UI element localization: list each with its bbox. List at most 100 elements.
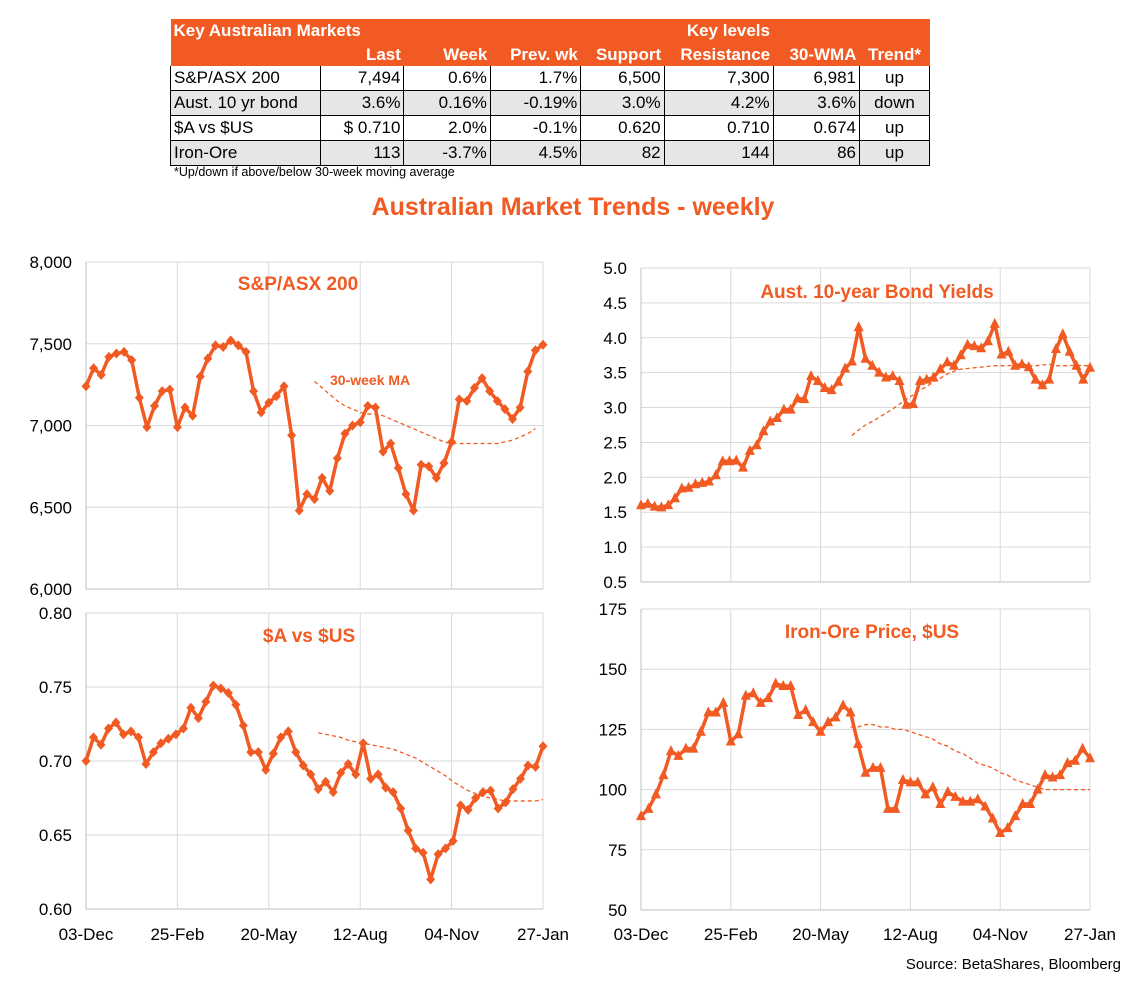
y-tick-label: 7,500 [29,335,72,354]
data-point-triangle [927,781,938,792]
data-point-diamond [88,732,98,743]
data-point-triangle [650,788,661,799]
data-point-diamond [81,756,91,766]
data-point-triangle [1037,379,1048,390]
data-point-diamond [216,683,226,694]
table-header-row-1: Key Australian Markets Key levels [170,19,930,43]
data-point-diamond [321,776,331,787]
data-point-triangle [845,706,856,717]
data-point-triangle [908,398,919,409]
x-tick-label: 25-Feb [150,925,204,944]
data-point-diamond [276,732,286,743]
data-point-diamond [291,747,301,758]
cell: 4.5% [490,140,582,166]
data-point-diamond [279,381,289,392]
moving-average-line [318,732,544,802]
data-point-triangle [942,786,953,797]
data-point-triangle [846,355,857,366]
source-note: Source: BetaShares, Bloomberg [905,956,1121,973]
data-point-triangle [778,403,789,414]
data-point-triangle [962,338,973,349]
data-point-diamond [246,747,256,758]
y-tick-label: 0.65 [39,826,72,845]
y-tick-label: 75 [608,841,627,860]
x-tick-label: 04-Nov [973,925,1028,944]
y-tick-label: 2.0 [603,468,627,487]
data-point-diamond [317,472,327,483]
key-levels-label: Key levels [490,19,930,43]
data-point-triangle [758,425,769,436]
data-point-triangle [663,499,674,510]
data-point-diamond [104,351,114,362]
y-tick-label: 2.5 [603,433,627,452]
data-point-triangle [755,696,766,707]
data-point-diamond [416,459,426,470]
data-point-diamond [193,713,203,724]
data-point-triangle [665,745,676,756]
data-point-triangle [853,737,864,748]
data-point-diamond [355,417,365,428]
y-tick-label: 3.0 [603,399,627,418]
x-tick-label: 03-Dec [59,925,114,944]
x-tick-label: 25-Feb [704,925,758,944]
data-point-diamond [388,787,398,798]
data-point-diamond [195,371,205,382]
data-point-diamond [538,741,548,752]
col-header: Support [580,43,665,66]
data-point-triangle [982,335,993,346]
data-point-triangle [1010,810,1021,821]
data-point-triangle [875,761,886,772]
row-name: S&P/ASX 200 [169,66,322,91]
table-row: Iron-Ore 113 -3.7% 4.5% 82 144 86 up [169,140,930,166]
data-point-diamond [454,394,464,405]
data-point-triangle [955,349,966,360]
data-point-diamond [370,402,380,413]
data-point-diamond [96,739,106,750]
cell: 3.6% [773,90,861,116]
data-point-diamond [325,485,335,496]
col-header: Week [403,43,491,66]
trend-cell: up [859,66,930,91]
data-point-triangle [1003,345,1014,356]
y-tick-label: 0.80 [39,604,72,623]
data-point-diamond [396,803,406,814]
trend-cell: up [859,140,930,166]
data-point-triangle [793,708,804,719]
cell: -3.7% [403,140,491,166]
cell: -0.19% [490,90,582,116]
data-point-diamond [256,407,266,418]
data-point-triangle [928,371,939,382]
data-point-triangle [1017,798,1028,809]
data-point-diamond [81,381,91,392]
chart-title: $A vs $US [263,626,355,647]
data-point-triangle [1078,373,1089,384]
table-header-blank [170,43,321,66]
data-point-triangle [1047,771,1058,782]
data-point-triangle [867,359,878,370]
y-tick-label: 6,500 [29,498,72,517]
data-point-triangle [731,454,742,465]
data-point-diamond [226,335,236,346]
data-point-diamond [306,769,316,780]
trend-cell: up [859,115,930,141]
data-point-triangle [819,382,830,393]
data-point-diamond [516,773,526,784]
data-point-diamond [431,472,441,483]
x-tick-label: 12-Aug [883,925,938,944]
data-point-diamond [313,784,323,795]
y-tick-label: 50 [608,901,627,920]
cell: 86 [773,140,861,166]
data-point-diamond [469,382,479,393]
data-point-triangle [957,795,968,806]
data-point-triangle [751,439,762,450]
data-point-diamond [441,843,451,854]
data-point-diamond [426,874,436,885]
row-name: Iron-Ore [169,140,322,166]
data-point-triangle [744,444,755,455]
data-point-diamond [111,348,121,359]
data-point-diamond [439,458,449,469]
data-point-diamond [523,366,533,377]
data-point-triangle [733,728,744,739]
data-point-triangle [1025,798,1036,809]
table-title: Key Australian Markets [170,19,491,43]
